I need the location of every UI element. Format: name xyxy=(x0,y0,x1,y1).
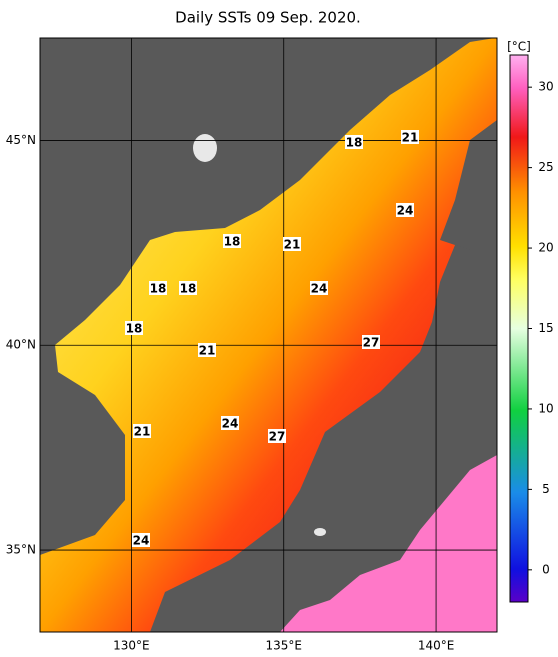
contour-label-bg xyxy=(396,203,414,217)
contour-label: 18 xyxy=(224,235,241,249)
y-tick-label: 40°N xyxy=(6,338,36,352)
x-tick-label: 140°E xyxy=(418,639,455,653)
colorbar-tick-label: 10 xyxy=(538,401,553,415)
map-title: Daily SSTs 09 Sep. 2020. xyxy=(175,9,361,27)
x-tick-label: 130°E xyxy=(113,639,150,653)
contour-label: 18 xyxy=(180,282,197,296)
colorbar-tick-label: 5 xyxy=(542,482,550,496)
contour-label-bg xyxy=(179,281,197,295)
colorbar-tick-label: 20 xyxy=(538,241,553,255)
contour-label: 24 xyxy=(311,282,328,296)
y-tick-label: 35°N xyxy=(6,543,36,557)
japan-sea xyxy=(40,38,497,632)
lake xyxy=(193,134,217,162)
map-frame xyxy=(39,37,498,633)
island xyxy=(314,528,326,536)
contour-label-bg xyxy=(362,335,380,349)
contour-label: 21 xyxy=(284,238,301,252)
contour-label: 18 xyxy=(126,322,143,336)
contour-label: 27 xyxy=(269,430,286,444)
contour-label: 21 xyxy=(199,344,216,358)
pacific xyxy=(280,455,497,632)
colorbar-tick-label: 30 xyxy=(538,80,553,94)
colorbar xyxy=(509,54,529,603)
colorbar-tick-label: 15 xyxy=(538,321,553,335)
contour-label: 21 xyxy=(134,425,151,439)
contour-label: 21 xyxy=(402,131,419,145)
contour-label-bg xyxy=(345,135,363,149)
map-area xyxy=(40,38,497,632)
contour-label: 24 xyxy=(222,417,239,431)
contour-label-bg xyxy=(125,321,143,335)
contour-label: 27 xyxy=(363,336,380,350)
contour-label: 24 xyxy=(133,534,150,548)
contour-label-bg xyxy=(223,234,241,248)
colorbar-tick-label: 25 xyxy=(538,160,553,174)
contour-label-bg xyxy=(221,416,239,430)
contour-label-bg xyxy=(133,424,151,438)
y-tick-label: 45°N xyxy=(6,133,36,147)
contour-label-bg xyxy=(132,533,150,547)
contour-label-bg xyxy=(149,281,167,295)
x-tick-label: 135°E xyxy=(265,639,302,653)
contour-label-bg xyxy=(283,237,301,251)
contour-label-bg xyxy=(310,281,328,295)
contour-label: 18 xyxy=(346,136,363,150)
contour-label: 24 xyxy=(397,204,414,218)
contour-label-bg xyxy=(198,343,216,357)
hokkaido xyxy=(440,120,497,280)
contour-label-bg xyxy=(268,429,286,443)
contour-label-bg xyxy=(401,130,419,144)
colorbar-unit: [°C] xyxy=(507,40,531,54)
colorbar-tick-label: 0 xyxy=(542,562,550,576)
contour-label: 18 xyxy=(150,282,167,296)
